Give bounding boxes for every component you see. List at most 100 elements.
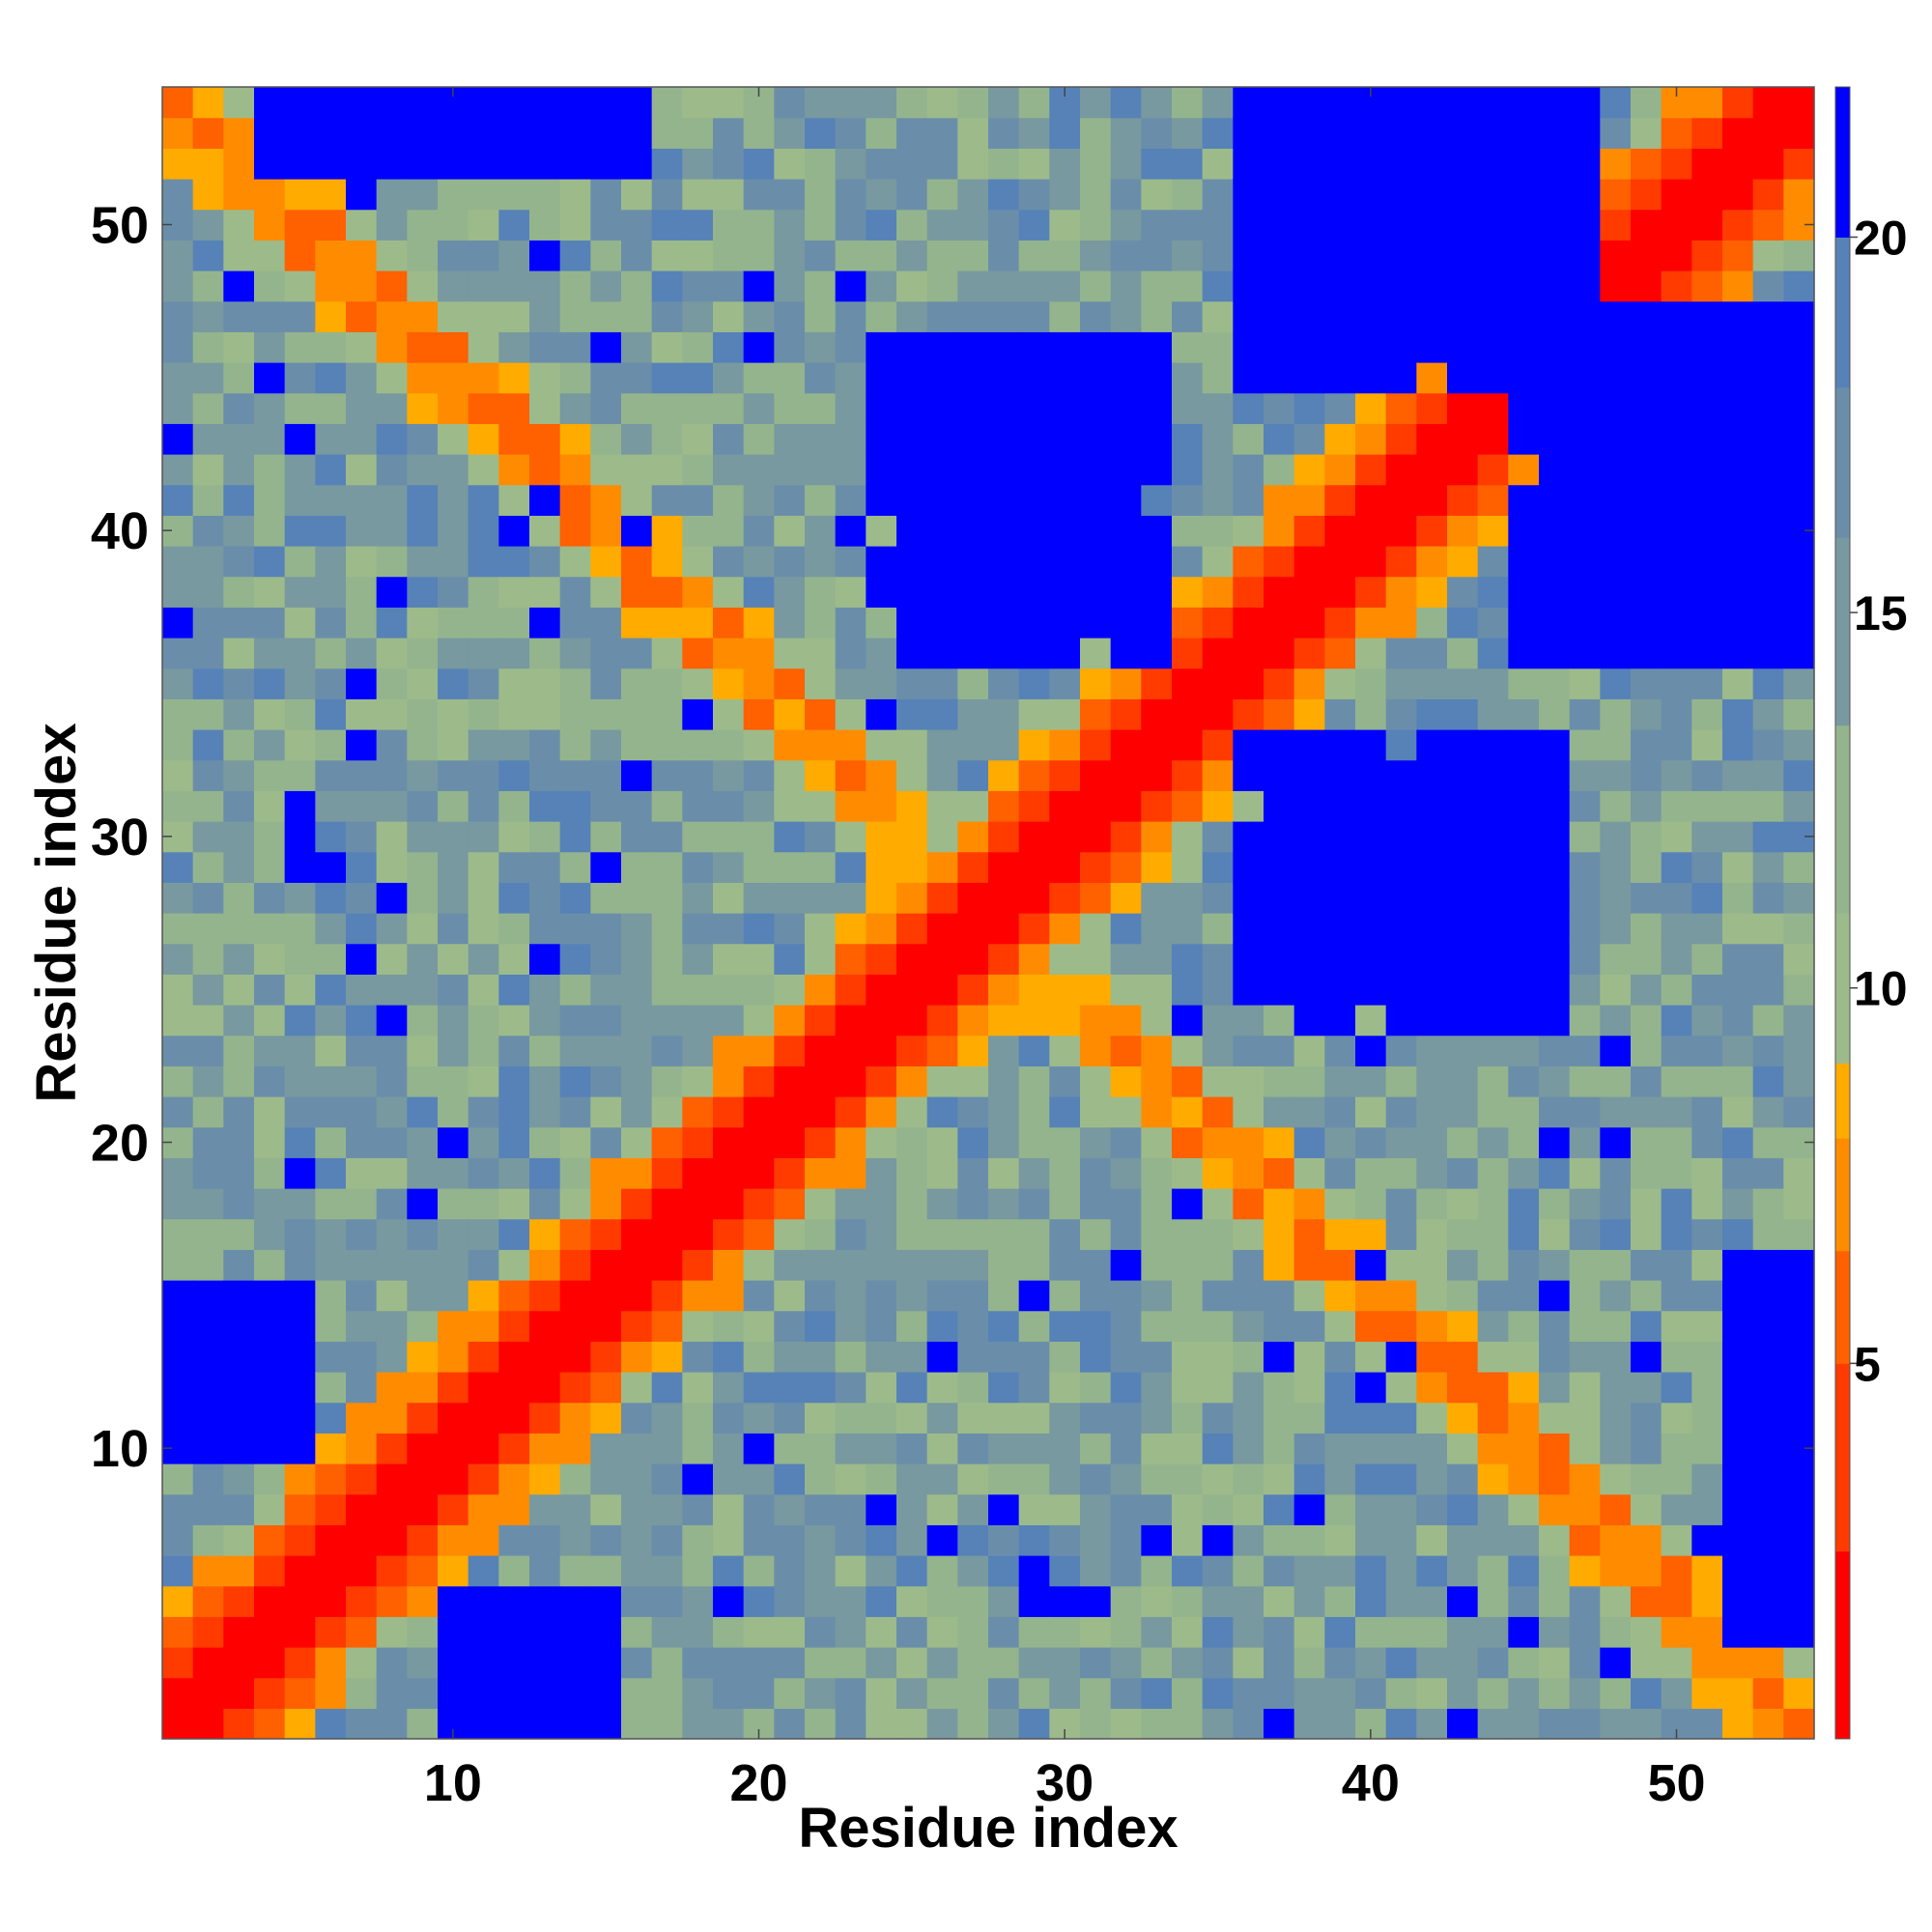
- heatmap-cell: [1783, 179, 1815, 211]
- heatmap-cell: [223, 515, 255, 547]
- heatmap-cell: [835, 1677, 867, 1709]
- heatmap-cell: [254, 790, 286, 822]
- heatmap-cell: [651, 607, 683, 639]
- heatmap-cell: [1722, 270, 1754, 302]
- heatmap-cell: [1202, 331, 1234, 363]
- heatmap-cell: [1324, 1647, 1356, 1679]
- heatmap-cell: [1447, 638, 1479, 669]
- heatmap-cell: [590, 1005, 622, 1037]
- heatmap-cell: [1631, 1524, 1662, 1556]
- heatmap-cell: [743, 668, 775, 699]
- heatmap-cell: [590, 515, 622, 547]
- heatmap-cell: [559, 790, 591, 822]
- heatmap-cell: [559, 974, 591, 1006]
- heatmap-cell: [1202, 179, 1234, 211]
- heatmap-cell: [713, 240, 745, 271]
- heatmap-cell: [1355, 1280, 1387, 1312]
- heatmap-cell: [254, 270, 286, 302]
- heatmap-cell: [1202, 1402, 1234, 1434]
- heatmap-cell: [1080, 392, 1112, 424]
- heatmap-cell: [1172, 1616, 1204, 1648]
- heatmap-cell: [1447, 1341, 1479, 1373]
- heatmap-cell: [529, 362, 561, 394]
- heatmap-cell: [1539, 974, 1571, 1006]
- heatmap-cell: [498, 1433, 530, 1464]
- heatmap-cell: [1600, 1433, 1632, 1464]
- heatmap-cell: [162, 1708, 194, 1740]
- heatmap-cell: [1600, 1249, 1632, 1281]
- heatmap-cell: [162, 484, 194, 516]
- heatmap-cell: [682, 1126, 714, 1158]
- heatmap-cell: [315, 759, 347, 791]
- heatmap-cell: [1324, 179, 1356, 211]
- heatmap-cell: [559, 148, 591, 180]
- heatmap-cell: [988, 331, 1020, 363]
- heatmap-cell: [1049, 851, 1081, 883]
- heatmap-cells: [162, 87, 1815, 1740]
- heatmap-cell: [1202, 1463, 1234, 1495]
- heatmap-cell: [223, 484, 255, 516]
- heatmap-cell: [1569, 1372, 1601, 1404]
- heatmap-cell: [438, 821, 469, 853]
- heatmap-cell: [162, 974, 194, 1006]
- heatmap-cell: [1631, 179, 1662, 211]
- heatmap-cell: [988, 179, 1020, 211]
- heatmap-cell: [254, 1005, 286, 1037]
- heatmap-cell: [498, 1677, 530, 1709]
- heatmap-cell: [926, 1402, 958, 1434]
- heatmap-cell: [805, 546, 837, 578]
- heatmap-cell: [407, 1463, 439, 1495]
- heatmap-cell: [1172, 1372, 1204, 1404]
- heatmap-cell: [1691, 1341, 1723, 1373]
- heatmap-cell: [774, 729, 806, 761]
- heatmap-cell: [1600, 943, 1632, 975]
- heatmap-cell: [1539, 1585, 1571, 1617]
- heatmap-cell: [254, 1341, 286, 1373]
- heatmap-cell: [498, 300, 530, 332]
- heatmap-cell: [407, 698, 439, 730]
- heatmap-cell: [957, 117, 989, 149]
- heatmap-cell: [162, 1065, 194, 1097]
- heatmap-cell: [774, 638, 806, 669]
- heatmap-cell: [162, 300, 194, 332]
- heatmap-cell: [1508, 1249, 1540, 1281]
- heatmap-cell: [1508, 87, 1540, 119]
- heatmap-cell: [896, 638, 928, 669]
- heatmap-cell: [713, 1188, 745, 1220]
- heatmap-cell: [1416, 1463, 1448, 1495]
- heatmap-cell: [315, 1372, 347, 1404]
- heatmap-cell: [407, 1157, 439, 1189]
- heatmap-cell: [254, 300, 286, 332]
- heatmap-cell: [805, 1310, 837, 1342]
- heatmap-cell: [192, 331, 224, 363]
- heatmap-cell: [1416, 1157, 1448, 1189]
- heatmap-cell: [346, 1402, 378, 1434]
- heatmap-cell: [1293, 1647, 1325, 1679]
- heatmap-cell: [1722, 943, 1754, 975]
- heatmap-cell: [682, 1555, 714, 1587]
- heatmap-cell: [223, 240, 255, 271]
- heatmap-cell: [162, 1493, 194, 1525]
- heatmap-cell: [346, 821, 378, 853]
- heatmap-cell: [743, 117, 775, 149]
- heatmap-cell: [835, 1005, 867, 1037]
- heatmap-cell: [529, 1310, 561, 1342]
- heatmap-cell: [1202, 209, 1234, 241]
- heatmap-cell: [1080, 759, 1112, 791]
- heatmap-cell: [284, 974, 316, 1006]
- heatmap-cell: [1783, 300, 1815, 332]
- heatmap-cell: [957, 1585, 989, 1617]
- heatmap-cell: [559, 1708, 591, 1740]
- heatmap-cell: [559, 392, 591, 424]
- heatmap-cell: [896, 1341, 928, 1373]
- heatmap-cell: [1752, 515, 1784, 547]
- heatmap-cell: [1141, 943, 1173, 975]
- heatmap-cell: [896, 270, 928, 302]
- heatmap-cell: [1110, 1677, 1142, 1709]
- heatmap-cell: [162, 1280, 194, 1312]
- heatmap-cell: [1049, 117, 1081, 149]
- heatmap-cell: [315, 1157, 347, 1189]
- heatmap-cell: [162, 1218, 194, 1250]
- heatmap-cell: [651, 1005, 683, 1037]
- heatmap-cell: [1752, 362, 1784, 394]
